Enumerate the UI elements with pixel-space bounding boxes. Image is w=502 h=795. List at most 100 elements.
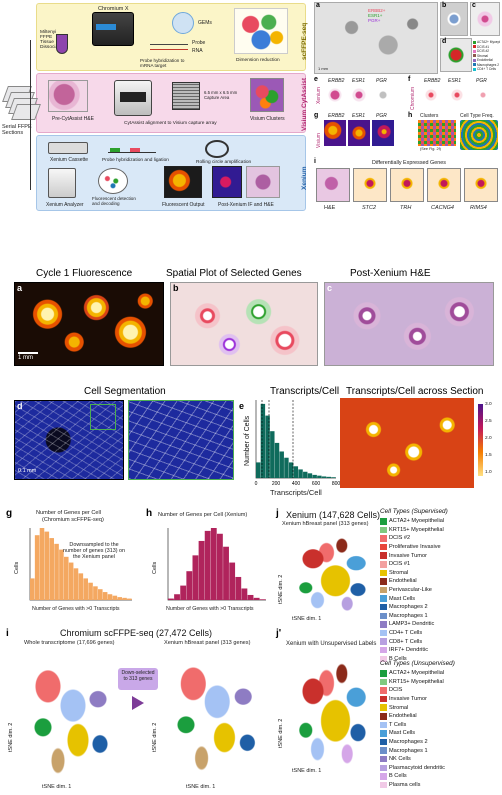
tsne-mini-plot — [234, 8, 288, 54]
f-cbar-tick: 2.5 — [485, 419, 492, 424]
cycle1-fluorescence-image — [14, 282, 164, 366]
xenium-cassette-icon — [48, 142, 88, 154]
i-image-rims4 — [464, 168, 498, 202]
histogram-bar — [312, 474, 317, 478]
sup-legend-label: CD8+ T Cells — [389, 638, 423, 645]
h-cluster-grid — [418, 120, 456, 146]
panel-d-letter: d — [442, 38, 447, 45]
histogram-bar — [98, 589, 103, 600]
cell-segmentation-image — [14, 400, 124, 480]
cytassist-align-label: CytAssist alignment to Visium capture ar… — [124, 121, 217, 126]
xenium-analyzer-label: Xenium Analyzer — [46, 202, 84, 208]
h-freq-grid — [460, 120, 498, 150]
post-xenium-he-large — [324, 282, 494, 366]
d-legend-label: Macrophages 2 — [477, 62, 499, 67]
x-tick-label: 200 — [272, 481, 281, 487]
histogram-bar — [303, 471, 308, 478]
capture-area-label: 6.5 mm x 6.5 mm Capture Area — [204, 90, 238, 100]
histogram-bar — [229, 562, 236, 600]
histogram-bar — [168, 598, 174, 600]
bottom-jp-letter: j' — [276, 628, 282, 639]
histogram-bar — [259, 599, 266, 600]
g-gene-3: PGR — [376, 113, 387, 119]
capture-array-image — [172, 82, 200, 110]
sup-legend-label: DCIS #2 — [389, 535, 411, 542]
probe-label: Probe — [192, 40, 206, 46]
histogram-bar — [39, 528, 45, 600]
g-title-2: (Chromium scFFPE-seq) — [42, 517, 104, 523]
x-tick-label: 600 — [312, 481, 321, 487]
he-slide-image — [48, 80, 88, 112]
scffpe-tag: scFFPE-seq — [301, 22, 308, 60]
sup-legend-label: Perivascular-Like — [389, 587, 432, 594]
histogram-bar — [274, 442, 280, 478]
i-tsne1-right: tSNE dim. 1 — [186, 784, 216, 790]
histogram-bar — [270, 431, 275, 478]
sup-legend-label: DCIS #1 — [389, 561, 411, 568]
jp-tsne2: tSNE dim. 2 — [278, 718, 284, 748]
d-legend-label: DCIS #2 — [477, 49, 490, 54]
unsup-legend-label: NK Cells — [389, 756, 411, 763]
histogram-bar — [44, 531, 50, 600]
e-gene-3: PGR — [376, 78, 387, 84]
panel-a-gene-1: ERBB2+ — [368, 8, 386, 13]
i-image-he — [316, 168, 350, 202]
e-gene-2: ESR1 — [352, 78, 366, 84]
f-cbar-tick: 1.0 — [485, 470, 492, 475]
sup-legend-title: Cell Types (Supervised) — [380, 508, 448, 515]
panel-d-legend: ACTA2+ Myoepi DCIS #1 DCIS #2 Stromal En… — [473, 40, 500, 72]
mid-d-scale: 0.1 mm — [18, 468, 37, 474]
histogram-bar — [186, 571, 193, 600]
serial-label: Serial FFPE Sections — [2, 124, 32, 136]
rna-label: RNA — [192, 48, 203, 54]
bottom-i-letter: i — [6, 628, 9, 639]
post-xenium-he-image — [246, 166, 280, 198]
transcripts-section-map — [340, 398, 474, 488]
g-heat-3 — [372, 120, 394, 146]
histogram-bar — [93, 586, 98, 600]
visium-clusters-label: Visium Clusters — [250, 116, 285, 122]
unsup-legend-label: Macrophages 1 — [389, 747, 428, 754]
bottom-j-letter: j — [276, 508, 279, 519]
histogram-bar — [117, 597, 122, 600]
j-title: Xenium (147,628 Cells) — [286, 510, 381, 520]
i-tsne2-left: tSNE dim. 2 — [8, 722, 14, 752]
panel-a-gene-3: PGR+ — [368, 18, 381, 23]
histogram-bar — [256, 462, 261, 478]
f-colorbar — [478, 404, 483, 476]
panel-g-letter: g — [314, 112, 319, 119]
histogram-bar — [49, 538, 54, 600]
i-tsne2-right: tSNE dim. 2 — [152, 722, 158, 752]
i-title: Chromium scFFPE-seq (27,472 Cells) — [60, 628, 213, 638]
panel-f-letter: f — [408, 76, 411, 83]
i-arrow-label: Down-selected to 313 genes — [121, 670, 155, 682]
histogram-bar — [298, 469, 303, 478]
mid-e-letter: e — [239, 401, 245, 411]
zoom-box — [90, 404, 116, 430]
transcripts-hist-svg: 0 200 400 600 800 — [255, 400, 340, 487]
mid-a-title: Cycle 1 Fluorescence — [36, 268, 133, 279]
sup-legend-label: Invasive Tumor — [389, 552, 427, 559]
rolling-circle-icon — [205, 140, 229, 158]
e-spot-1 — [324, 85, 346, 105]
f-spot-1 — [420, 85, 442, 105]
bottom-g-letter: g — [6, 508, 13, 519]
panel-a-image — [314, 2, 438, 74]
sup-legend-label: Stromal — [389, 569, 409, 576]
f-gene-2: ESR1 — [448, 78, 462, 84]
f-spot-3 — [472, 85, 494, 105]
g-ylabel: Cells — [14, 561, 20, 574]
mid-e-title: Transcripts/Cell — [270, 386, 340, 397]
sup-legend-label: Macrophages 1 — [389, 612, 428, 619]
histogram-bar — [217, 533, 223, 600]
i-gene-label: RIMS4 — [470, 205, 487, 211]
i-sub2: Xenium hBreast panel (313 genes) — [164, 640, 251, 646]
panel-a-scale: 1 mm — [318, 66, 328, 71]
i-image-cacng4 — [427, 168, 461, 202]
f-cbar-tick: 2.0 — [485, 436, 492, 441]
histogram-bar — [174, 594, 180, 600]
mid-b-title: Spatial Plot of Selected Genes — [166, 268, 302, 279]
histogram-bar — [326, 476, 331, 478]
sup-legend-label: Endothelial — [389, 578, 417, 585]
histogram-bar — [112, 595, 118, 600]
